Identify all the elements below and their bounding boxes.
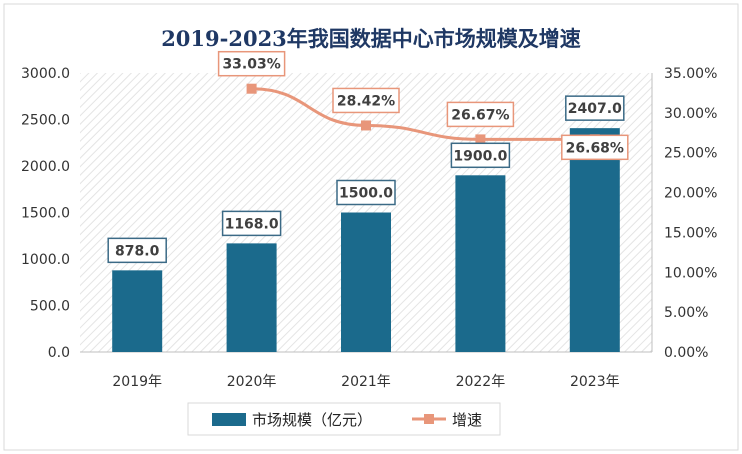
right-axis: 0.00% 5.00% 10.00% 15.00% 20.00% 25.00% 30.00%…	[651, 66, 717, 361]
line-marker	[246, 83, 257, 94]
bar-data-label: 878.0	[115, 243, 160, 259]
right-axis-tick-label: 35.00%	[664, 66, 717, 82]
bar	[112, 270, 163, 352]
bar-label-box	[221, 210, 282, 237]
right-axis-tick-label: 15.00%	[664, 225, 717, 241]
chart-title: 2019-2023年我国数据中心市场规模及增速	[161, 26, 581, 51]
x-axis-tick-label: 2020年	[227, 374, 277, 390]
x-axis-tick-label: 2019年	[112, 374, 162, 390]
line-data-label: 28.42%	[337, 93, 395, 109]
legend: 市场规模（亿元） 增速	[187, 402, 501, 436]
left-axis-tick-label: 1500.0	[21, 206, 70, 222]
left-axis-tick-label: 0.0	[48, 345, 70, 361]
bar-data-label: 1900.0	[453, 148, 507, 164]
legend-label-line: 增速	[452, 411, 482, 429]
right-axis-tick-label: 20.00%	[664, 186, 717, 202]
right-axis-tick-label: 5.00%	[664, 305, 708, 321]
line-label-box	[561, 134, 629, 161]
bar-label-box	[336, 179, 396, 206]
x-axis-tick-label: 2023年	[570, 374, 620, 390]
left-axis-tick-label: 2500.0	[21, 113, 70, 129]
line-marker	[475, 134, 486, 145]
left-axis-tick-label: 2000.0	[21, 159, 70, 175]
line-label-box	[446, 101, 515, 128]
left-axis-tick-label: 3000.0	[21, 66, 70, 82]
growth-line	[251, 87, 595, 141]
right-axis-tick-label: 0.00%	[664, 345, 708, 361]
bar-label-box	[450, 142, 511, 169]
legend-swatch-bar	[212, 413, 246, 426]
legend-label-bar: 市场规模（亿元）	[252, 411, 372, 429]
bar	[341, 212, 391, 352]
line-data-label: 33.03%	[222, 57, 280, 73]
right-axis-tick-label: 30.00%	[664, 106, 717, 122]
bar-series	[112, 128, 620, 352]
left-axis-tick-label: 1000.0	[21, 252, 70, 268]
line-marker	[361, 120, 371, 131]
bar-data-labels: 878.0 1168.0 1500.0 1900.0 2407.0	[107, 95, 625, 264]
left-axis-tick-label: 500.0	[30, 299, 70, 315]
line-data-labels: 33.03% 28.42% 26.67% 26.68%	[217, 50, 629, 161]
x-axis-tick-label: 2021年	[341, 374, 391, 390]
line-label-box	[217, 50, 286, 77]
bar	[226, 243, 277, 352]
line-data-label: 26.67%	[451, 107, 509, 123]
bar	[455, 175, 506, 352]
line-label-box	[332, 87, 400, 114]
right-axis-tick-label: 10.00%	[664, 265, 717, 281]
bar-label-box	[565, 95, 625, 121]
bar-data-label: 1500.0	[339, 186, 393, 202]
bar-label-box	[107, 237, 167, 264]
bar-data-label: 2407.0	[568, 101, 622, 117]
x-axis-tick-label: 2022年	[456, 374, 506, 390]
bar	[569, 128, 620, 352]
legend-swatch-marker	[424, 414, 434, 424]
line-data-label: 26.68%	[566, 140, 624, 156]
x-axis: 2019年 2020年 2021年 2022年 2023年	[112, 374, 619, 390]
right-axis-tick-label: 25.00%	[664, 146, 717, 162]
bar-data-label: 1168.0	[225, 216, 279, 232]
left-axis: 0.0 500.0 1000.0 1500.0 2000.0 2500.0 3000.0	[21, 66, 70, 361]
